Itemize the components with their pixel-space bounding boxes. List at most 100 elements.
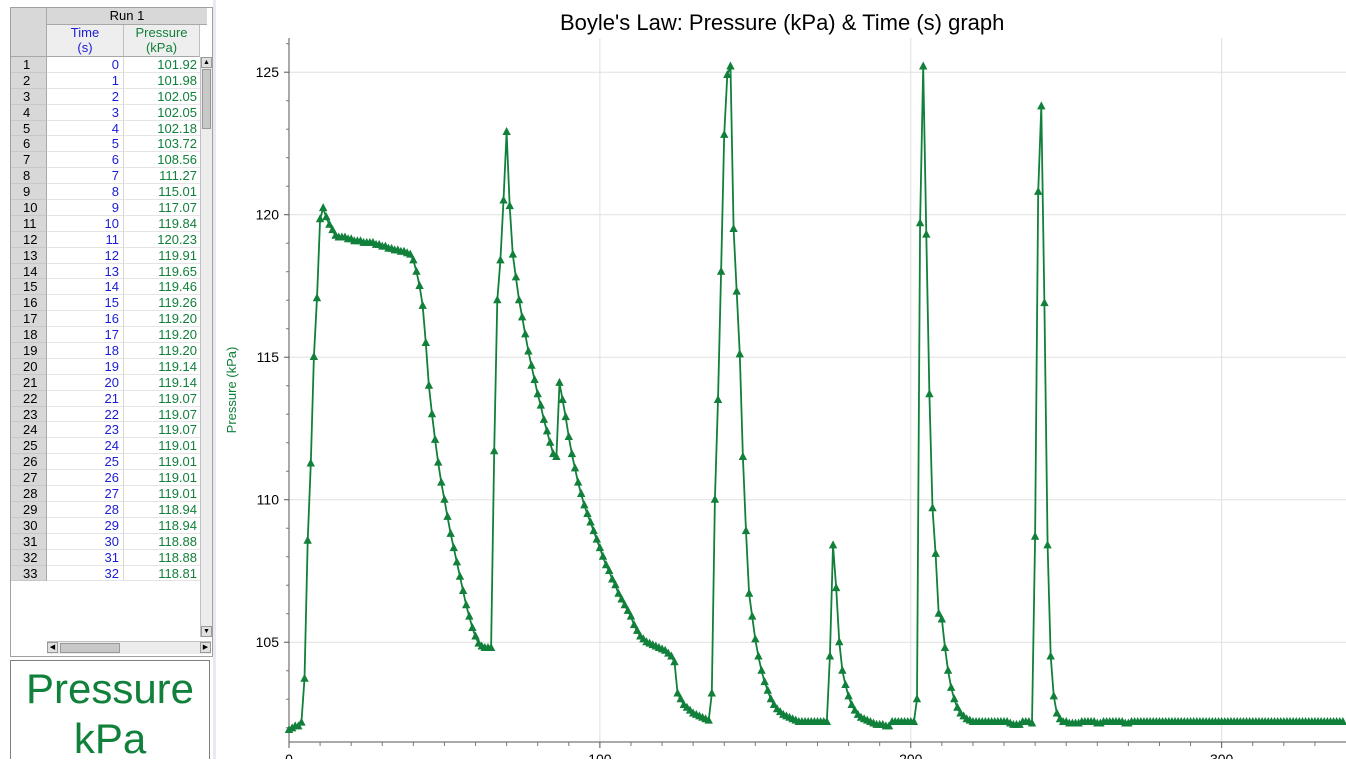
table-row[interactable]: 17 16 119.20 bbox=[11, 311, 207, 328]
table-row[interactable]: 33 32 118.81 bbox=[11, 565, 207, 582]
horizontal-scroll-thumb[interactable] bbox=[60, 643, 120, 653]
table-row[interactable]: 1 0 101.92 bbox=[11, 57, 207, 73]
pressure-cell[interactable]: 120.23 bbox=[124, 232, 200, 248]
row-number[interactable]: 10 bbox=[11, 200, 47, 216]
pressure-cell[interactable]: 115.01 bbox=[124, 184, 200, 201]
time-cell[interactable]: 0 bbox=[47, 57, 124, 73]
row-number[interactable]: 31 bbox=[11, 533, 47, 550]
time-cell[interactable]: 11 bbox=[47, 231, 124, 248]
time-cell[interactable]: 4 bbox=[47, 120, 124, 137]
time-cell[interactable]: 29 bbox=[47, 517, 124, 534]
pressure-cell[interactable]: 102.05 bbox=[124, 105, 200, 121]
row-number[interactable]: 9 bbox=[11, 184, 47, 201]
pressure-cell[interactable]: 119.26 bbox=[124, 295, 200, 312]
pressure-cell[interactable]: 119.20 bbox=[124, 327, 200, 344]
pressure-cell[interactable]: 119.01 bbox=[124, 454, 200, 471]
row-number[interactable]: 13 bbox=[11, 247, 47, 264]
time-cell[interactable]: 1 bbox=[47, 72, 124, 89]
time-cell[interactable]: 26 bbox=[47, 470, 124, 487]
table-row[interactable]: 18 17 119.20 bbox=[11, 327, 207, 344]
row-number[interactable]: 16 bbox=[11, 295, 47, 312]
row-number[interactable]: 30 bbox=[11, 517, 47, 534]
time-cell[interactable]: 31 bbox=[47, 549, 124, 566]
row-number[interactable]: 20 bbox=[11, 358, 47, 375]
row-number[interactable]: 2 bbox=[11, 72, 47, 89]
table-row[interactable]: 22 21 119.07 bbox=[11, 390, 207, 407]
scroll-down-icon[interactable]: ▼ bbox=[201, 626, 212, 637]
scroll-right-icon[interactable]: ▶ bbox=[200, 642, 211, 653]
vertical-scrollbar[interactable]: ▲ ▼ bbox=[200, 57, 212, 637]
row-number[interactable]: 6 bbox=[11, 136, 47, 153]
table-row[interactable]: 21 20 119.14 bbox=[11, 374, 207, 391]
row-number[interactable]: 25 bbox=[11, 438, 47, 455]
row-number[interactable]: 12 bbox=[11, 231, 47, 248]
pressure-cell[interactable]: 119.84 bbox=[124, 216, 200, 232]
time-cell[interactable]: 19 bbox=[47, 358, 124, 375]
row-number[interactable]: 8 bbox=[11, 168, 47, 185]
table-row[interactable]: 26 25 119.01 bbox=[11, 454, 207, 471]
scroll-left-icon[interactable]: ◀ bbox=[47, 642, 58, 653]
row-number[interactable]: 17 bbox=[11, 311, 47, 328]
pressure-cell[interactable]: 119.07 bbox=[124, 391, 200, 407]
time-cell[interactable]: 22 bbox=[47, 406, 124, 423]
time-cell[interactable]: 24 bbox=[47, 438, 124, 455]
pressure-time-chart[interactable]: 105 110 115 120 125 0 100 200 300 Pressure (kPa) bbox=[220, 0, 1346, 759]
table-row[interactable]: 23 22 119.07 bbox=[11, 406, 207, 423]
time-cell[interactable]: 21 bbox=[47, 390, 124, 407]
time-cell[interactable]: 30 bbox=[47, 533, 124, 550]
pressure-cell[interactable]: 118.94 bbox=[124, 502, 200, 518]
pressure-cell[interactable]: 118.88 bbox=[124, 550, 200, 566]
pressure-column-header[interactable]: Pressure (kPa) bbox=[124, 25, 200, 57]
row-number[interactable]: 32 bbox=[11, 549, 47, 566]
row-number[interactable]: 1 bbox=[11, 57, 47, 73]
time-cell[interactable]: 13 bbox=[47, 263, 124, 280]
row-number[interactable]: 18 bbox=[11, 327, 47, 344]
horizontal-scrollbar[interactable]: ◀ ▶ bbox=[47, 641, 211, 654]
pressure-cell[interactable]: 119.91 bbox=[124, 248, 200, 264]
pressure-cell[interactable]: 119.46 bbox=[124, 279, 200, 296]
pressure-cell[interactable]: 119.20 bbox=[124, 311, 200, 328]
pressure-cell[interactable]: 117.07 bbox=[124, 200, 200, 216]
table-row[interactable]: 2 1 101.98 bbox=[11, 72, 207, 89]
pressure-cell[interactable]: 119.01 bbox=[124, 486, 200, 502]
row-number[interactable]: 21 bbox=[11, 374, 47, 391]
time-cell[interactable]: 25 bbox=[47, 454, 124, 471]
table-row[interactable]: 25 24 119.01 bbox=[11, 438, 207, 455]
pressure-cell[interactable]: 118.81 bbox=[124, 566, 200, 582]
table-row[interactable]: 30 29 118.94 bbox=[11, 517, 207, 534]
row-number[interactable]: 29 bbox=[11, 501, 47, 518]
table-row[interactable]: 31 30 118.88 bbox=[11, 533, 207, 550]
pressure-cell[interactable]: 111.27 bbox=[124, 168, 200, 185]
table-row[interactable]: 27 26 119.01 bbox=[11, 470, 207, 487]
vertical-scroll-thumb[interactable] bbox=[202, 69, 211, 129]
row-number[interactable]: 24 bbox=[11, 422, 47, 439]
pressure-cell[interactable]: 102.18 bbox=[124, 121, 200, 137]
table-row[interactable]: 15 14 119.46 bbox=[11, 279, 207, 296]
pressure-cell[interactable]: 119.14 bbox=[124, 359, 200, 375]
pressure-cell[interactable]: 119.14 bbox=[124, 375, 200, 391]
time-cell[interactable]: 7 bbox=[47, 168, 124, 185]
row-number[interactable]: 19 bbox=[11, 343, 47, 359]
table-row[interactable]: 19 18 119.20 bbox=[11, 343, 207, 359]
row-number[interactable]: 26 bbox=[11, 454, 47, 471]
table-row[interactable]: 32 31 118.88 bbox=[11, 549, 207, 566]
time-cell[interactable]: 32 bbox=[47, 565, 124, 582]
row-number[interactable]: 23 bbox=[11, 406, 47, 423]
table-row[interactable]: 14 13 119.65 bbox=[11, 263, 207, 280]
time-cell[interactable]: 17 bbox=[47, 327, 124, 344]
row-number[interactable]: 28 bbox=[11, 486, 47, 502]
table-row[interactable]: 20 19 119.14 bbox=[11, 358, 207, 375]
row-number[interactable]: 22 bbox=[11, 390, 47, 407]
pressure-cell[interactable]: 103.72 bbox=[124, 136, 200, 153]
time-cell[interactable]: 16 bbox=[47, 311, 124, 328]
row-number[interactable]: 7 bbox=[11, 152, 47, 169]
table-row[interactable]: 13 12 119.91 bbox=[11, 247, 207, 264]
pressure-cell[interactable]: 119.20 bbox=[124, 343, 200, 359]
time-cell[interactable]: 8 bbox=[47, 184, 124, 201]
table-row[interactable]: 8 7 111.27 bbox=[11, 168, 207, 185]
time-cell[interactable]: 14 bbox=[47, 279, 124, 296]
pressure-cell[interactable]: 108.56 bbox=[124, 152, 200, 169]
table-row[interactable]: 9 8 115.01 bbox=[11, 184, 207, 201]
row-number[interactable]: 4 bbox=[11, 104, 47, 121]
time-cell[interactable]: 5 bbox=[47, 136, 124, 153]
